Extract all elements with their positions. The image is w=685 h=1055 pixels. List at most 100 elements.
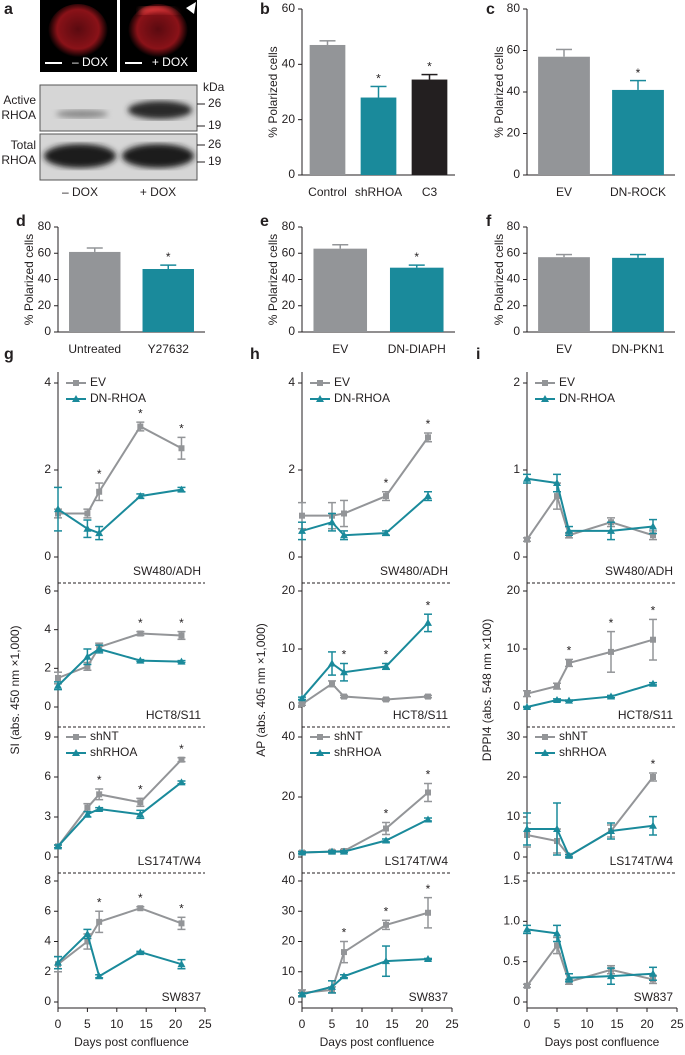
legend-marker xyxy=(317,380,323,386)
y-tick-label: 0 xyxy=(44,699,51,713)
y-axis-label: % Polarized cells xyxy=(266,234,280,325)
y-tick-label: 0 xyxy=(513,994,520,1008)
legend-label: shRHOA xyxy=(334,745,381,759)
y-tick-label: 80 xyxy=(282,219,296,233)
bar xyxy=(612,89,664,175)
marker xyxy=(95,805,104,812)
y-axis-label: AP (abs. 405 nm ×1,000) xyxy=(254,623,268,757)
y-axis-label: SI (abs. 450 nm ×1,000) xyxy=(8,625,22,754)
x-tick-label: Y27632 xyxy=(148,342,190,356)
marker xyxy=(136,810,145,818)
y-tick-label: 10 xyxy=(282,641,296,655)
cell-line-label: SW837 xyxy=(634,990,674,1004)
y-tick-label: 6 xyxy=(44,583,51,597)
y-tick-label: 0 xyxy=(288,324,295,338)
bar xyxy=(389,267,444,332)
marker xyxy=(382,957,390,965)
marker xyxy=(341,693,347,700)
series-line xyxy=(302,436,429,517)
marker xyxy=(424,618,432,626)
legend-marker xyxy=(316,749,324,756)
marker xyxy=(424,955,432,963)
y-tick-label: 0 xyxy=(288,699,295,713)
y-tick-label: 2 xyxy=(44,462,51,476)
y-tick-label: 6 xyxy=(44,769,51,783)
marker xyxy=(178,756,185,763)
x-axis-label: Days post confluence xyxy=(320,1035,435,1049)
marker xyxy=(54,681,62,689)
marker xyxy=(650,774,656,780)
marker xyxy=(565,973,573,981)
legend-label: EV xyxy=(90,375,106,389)
marker xyxy=(554,683,560,690)
x-tick-label: Control xyxy=(308,185,347,199)
marker xyxy=(84,510,91,517)
significance: * xyxy=(384,648,389,662)
series-line xyxy=(57,781,183,848)
marker xyxy=(54,958,62,966)
y-tick-label: 10 xyxy=(507,641,521,655)
series-line xyxy=(57,907,182,965)
marker xyxy=(177,960,186,968)
y-tick-label: 20 xyxy=(282,112,296,126)
marker xyxy=(96,918,103,925)
x-tick-label: 15 xyxy=(385,1017,399,1031)
series-line xyxy=(57,488,182,535)
marker xyxy=(298,990,306,998)
y-tick-label: 20 xyxy=(507,126,521,140)
marker xyxy=(136,492,145,500)
marker xyxy=(83,810,92,818)
bar xyxy=(313,248,368,332)
cell-line-label: HCT8/S11 xyxy=(618,708,673,722)
legend-marker xyxy=(72,749,80,756)
y-tick-label: 4 xyxy=(288,375,295,389)
row-label: RHOA xyxy=(1,108,36,122)
marker xyxy=(649,679,657,687)
marker xyxy=(382,529,390,537)
y-tick-label: 20 xyxy=(282,298,296,312)
marker xyxy=(137,423,144,430)
marker xyxy=(55,675,61,681)
significance: * xyxy=(651,604,656,618)
marker xyxy=(425,789,431,796)
marker xyxy=(424,492,432,500)
panel-letter: h xyxy=(250,346,260,363)
y-tick-label: 20 xyxy=(282,583,296,597)
marker xyxy=(328,518,336,526)
marker xyxy=(523,825,531,832)
cell-line-label: SW837 xyxy=(162,990,202,1004)
cell-line-label: SW480/ADH xyxy=(133,564,201,578)
arrowhead xyxy=(186,2,196,14)
legend-marker xyxy=(542,734,548,740)
y-tick-label: 60 xyxy=(507,245,521,259)
cell-line-label: LS174T/W4 xyxy=(385,854,449,868)
marker xyxy=(83,524,92,532)
legend-marker xyxy=(542,380,548,386)
legend-marker xyxy=(73,734,79,740)
lane-label: – DOX xyxy=(62,185,98,199)
marker xyxy=(383,696,389,703)
series-line xyxy=(526,943,654,987)
y-tick-label: 1.0 xyxy=(503,914,520,928)
significance: * xyxy=(426,768,431,782)
marker xyxy=(607,692,615,700)
mw-unit: kDa xyxy=(203,80,225,94)
y-tick-label: 80 xyxy=(38,219,52,233)
y-tick-label: 20 xyxy=(507,769,521,783)
cell-line-label: LS174T/W4 xyxy=(138,854,202,868)
y-tick-label: 20 xyxy=(507,583,521,597)
marker xyxy=(177,657,186,665)
marker xyxy=(136,948,145,956)
significance: * xyxy=(651,757,656,771)
marker xyxy=(554,942,560,949)
y-tick-label: 30 xyxy=(507,729,521,743)
bar xyxy=(69,251,121,332)
panel-letter: c xyxy=(486,1,495,18)
marker xyxy=(553,825,561,832)
y-axis-label: % Polarized cells xyxy=(22,234,36,325)
marker xyxy=(650,636,656,643)
marker xyxy=(95,645,104,652)
significance: * xyxy=(138,406,143,420)
y-axis-label: DPPI4 (abs. 548 nm ×100) xyxy=(480,619,494,761)
image-label: + DOX xyxy=(152,55,188,69)
